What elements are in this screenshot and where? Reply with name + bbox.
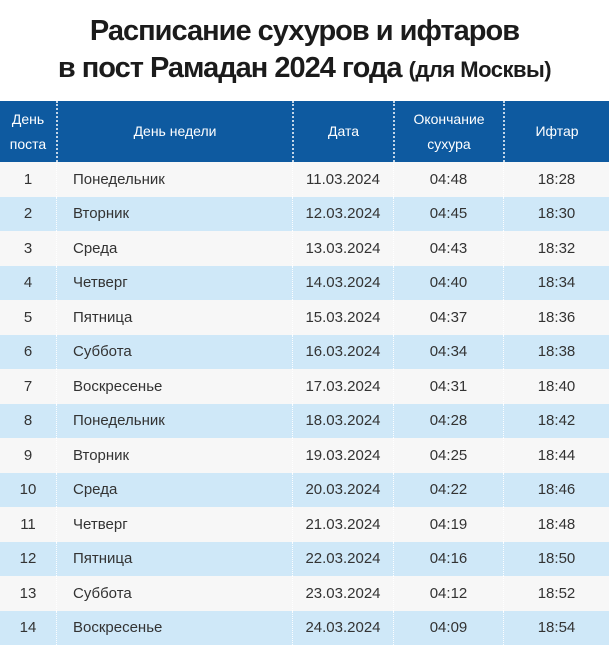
cell-fast-day: 7	[23, 377, 33, 395]
table-row: 10 Среда 20.03.2024 04:22 18:46	[0, 472, 609, 507]
cell-date: 23.03.2024	[292, 576, 393, 611]
table-row: 5 Пятница 15.03.2024 04:37 18:36	[0, 300, 609, 335]
cell-suhur-end: 04:09	[393, 610, 503, 645]
cell-date: 18.03.2024	[292, 403, 393, 438]
table-header-row: День поста День недели Дата Окончание су…	[0, 101, 609, 162]
cell-fast-day: 10	[19, 481, 37, 499]
table-row: 3 Среда 13.03.2024 04:43 18:32	[0, 231, 609, 266]
table-row: 8 Понедельник 18.03.2024 04:28 18:42	[0, 403, 609, 438]
cell-date: 21.03.2024	[292, 507, 393, 542]
cell-suhur-end: 04:45	[393, 196, 503, 231]
cell-iftar: 18:32	[503, 231, 609, 266]
cell-suhur-end: 04:48	[393, 162, 503, 197]
cell-weekday: Пятница	[56, 300, 292, 335]
table-row: 6 Суббота 16.03.2024 04:34 18:38	[0, 334, 609, 369]
cell-date: 24.03.2024	[292, 610, 393, 645]
page-title-line2-main: в пост Рамадан 2024 года	[57, 52, 403, 84]
table-row: 4 Четверг 14.03.2024 04:40 18:34	[0, 265, 609, 300]
cell-iftar: 18:52	[503, 576, 609, 611]
column-header-fast-day: День поста	[9, 110, 47, 152]
cell-weekday: Вторник	[56, 438, 292, 473]
cell-date: 19.03.2024	[292, 438, 393, 473]
cell-date: 20.03.2024	[292, 472, 393, 507]
cell-weekday: Среда	[56, 231, 292, 266]
cell-suhur-end: 04:43	[393, 231, 503, 266]
cell-iftar: 18:38	[503, 334, 609, 369]
cell-date: 15.03.2024	[292, 300, 393, 335]
cell-date: 17.03.2024	[292, 369, 393, 404]
cell-fast-day: 1	[23, 170, 33, 188]
cell-iftar: 18:54	[503, 610, 609, 645]
table-row: 2 Вторник 12.03.2024 04:45 18:30	[0, 196, 609, 231]
column-header-weekday: День недели	[56, 101, 292, 162]
cell-fast-day: 11	[20, 515, 36, 533]
cell-date: 11.03.2024	[292, 162, 393, 197]
cell-date: 12.03.2024	[292, 196, 393, 231]
cell-iftar: 18:42	[503, 403, 609, 438]
cell-suhur-end: 04:28	[393, 403, 503, 438]
cell-suhur-end: 04:12	[393, 576, 503, 611]
cell-date: 13.03.2024	[292, 231, 393, 266]
page-title-line1: Расписание сухуров и ифтаров	[89, 15, 520, 47]
table-row: 13 Суббота 23.03.2024 04:12 18:52	[0, 576, 609, 611]
cell-iftar: 18:46	[503, 472, 609, 507]
cell-weekday: Четверг	[56, 265, 292, 300]
cell-fast-day: 9	[23, 446, 33, 464]
cell-iftar: 18:28	[503, 162, 609, 197]
cell-date: 22.03.2024	[292, 541, 393, 576]
table-body: 1 Понедельник 11.03.2024 04:48 18:28 2 В…	[0, 162, 609, 645]
schedule-table: День поста День недели Дата Окончание су…	[0, 101, 609, 645]
cell-weekday: Пятница	[56, 541, 292, 576]
cell-suhur-end: 04:31	[393, 369, 503, 404]
page-title: Расписание сухуров и ифтаров в пост Рама…	[0, 0, 609, 101]
cell-weekday: Суббота	[56, 334, 292, 369]
cell-suhur-end: 04:25	[393, 438, 503, 473]
cell-weekday: Воскресенье	[56, 369, 292, 404]
page-title-line2: в пост Рамадан 2024 года (для Москвы)	[0, 50, 609, 88]
cell-suhur-end: 04:40	[393, 265, 503, 300]
table-row: 14 Воскресенье 24.03.2024 04:09 18:54	[0, 610, 609, 645]
cell-weekday: Вторник	[56, 196, 292, 231]
table-row: 9 Вторник 19.03.2024 04:25 18:44	[0, 438, 609, 473]
cell-iftar: 18:34	[503, 265, 609, 300]
page-title-city-note: (для Москвы)	[408, 57, 552, 82]
cell-iftar: 18:50	[503, 541, 609, 576]
cell-weekday: Понедельник	[56, 403, 292, 438]
cell-weekday: Среда	[56, 472, 292, 507]
cell-iftar: 18:40	[503, 369, 609, 404]
cell-suhur-end: 04:37	[393, 300, 503, 335]
cell-suhur-end: 04:22	[393, 472, 503, 507]
cell-fast-day: 5	[23, 308, 33, 326]
cell-fast-day: 8	[23, 412, 33, 430]
cell-fast-day: 2	[23, 205, 33, 223]
table-row: 1 Понедельник 11.03.2024 04:48 18:28	[0, 162, 609, 197]
column-header-date: Дата	[292, 101, 393, 162]
cell-suhur-end: 04:16	[393, 541, 503, 576]
cell-date: 16.03.2024	[292, 334, 393, 369]
table-row: 11 Четверг 21.03.2024 04:19 18:48	[0, 507, 609, 542]
cell-fast-day: 12	[19, 550, 37, 568]
cell-fast-day: 4	[23, 274, 33, 292]
cell-weekday: Суббота	[56, 576, 292, 611]
table-row: 7 Воскресенье 17.03.2024 04:31 18:40	[0, 369, 609, 404]
table-row: 12 Пятница 22.03.2024 04:16 18:50	[0, 541, 609, 576]
cell-suhur-end: 04:19	[393, 507, 503, 542]
cell-fast-day: 14	[19, 619, 37, 637]
cell-fast-day: 6	[23, 343, 33, 361]
column-header-iftar: Ифтар	[503, 101, 609, 162]
cell-suhur-end: 04:34	[393, 334, 503, 369]
cell-iftar: 18:44	[503, 438, 609, 473]
cell-iftar: 18:48	[503, 507, 609, 542]
cell-fast-day: 3	[23, 239, 33, 257]
cell-weekday: Четверг	[56, 507, 292, 542]
cell-weekday: Понедельник	[56, 162, 292, 197]
cell-date: 14.03.2024	[292, 265, 393, 300]
cell-fast-day: 13	[19, 584, 37, 602]
cell-iftar: 18:36	[503, 300, 609, 335]
cell-weekday: Воскресенье	[56, 610, 292, 645]
cell-iftar: 18:30	[503, 196, 609, 231]
column-header-suhur-end: Окончание сухура	[393, 101, 503, 162]
